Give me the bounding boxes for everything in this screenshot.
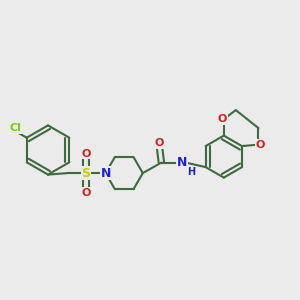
Text: O: O bbox=[154, 138, 164, 148]
Text: O: O bbox=[81, 148, 91, 159]
Text: O: O bbox=[81, 188, 91, 198]
Text: O: O bbox=[218, 114, 227, 124]
Text: N: N bbox=[177, 156, 187, 169]
Text: O: O bbox=[255, 140, 265, 150]
Text: Cl: Cl bbox=[10, 123, 21, 133]
Text: H: H bbox=[187, 167, 195, 177]
Text: N: N bbox=[100, 167, 111, 180]
Text: S: S bbox=[82, 167, 91, 180]
